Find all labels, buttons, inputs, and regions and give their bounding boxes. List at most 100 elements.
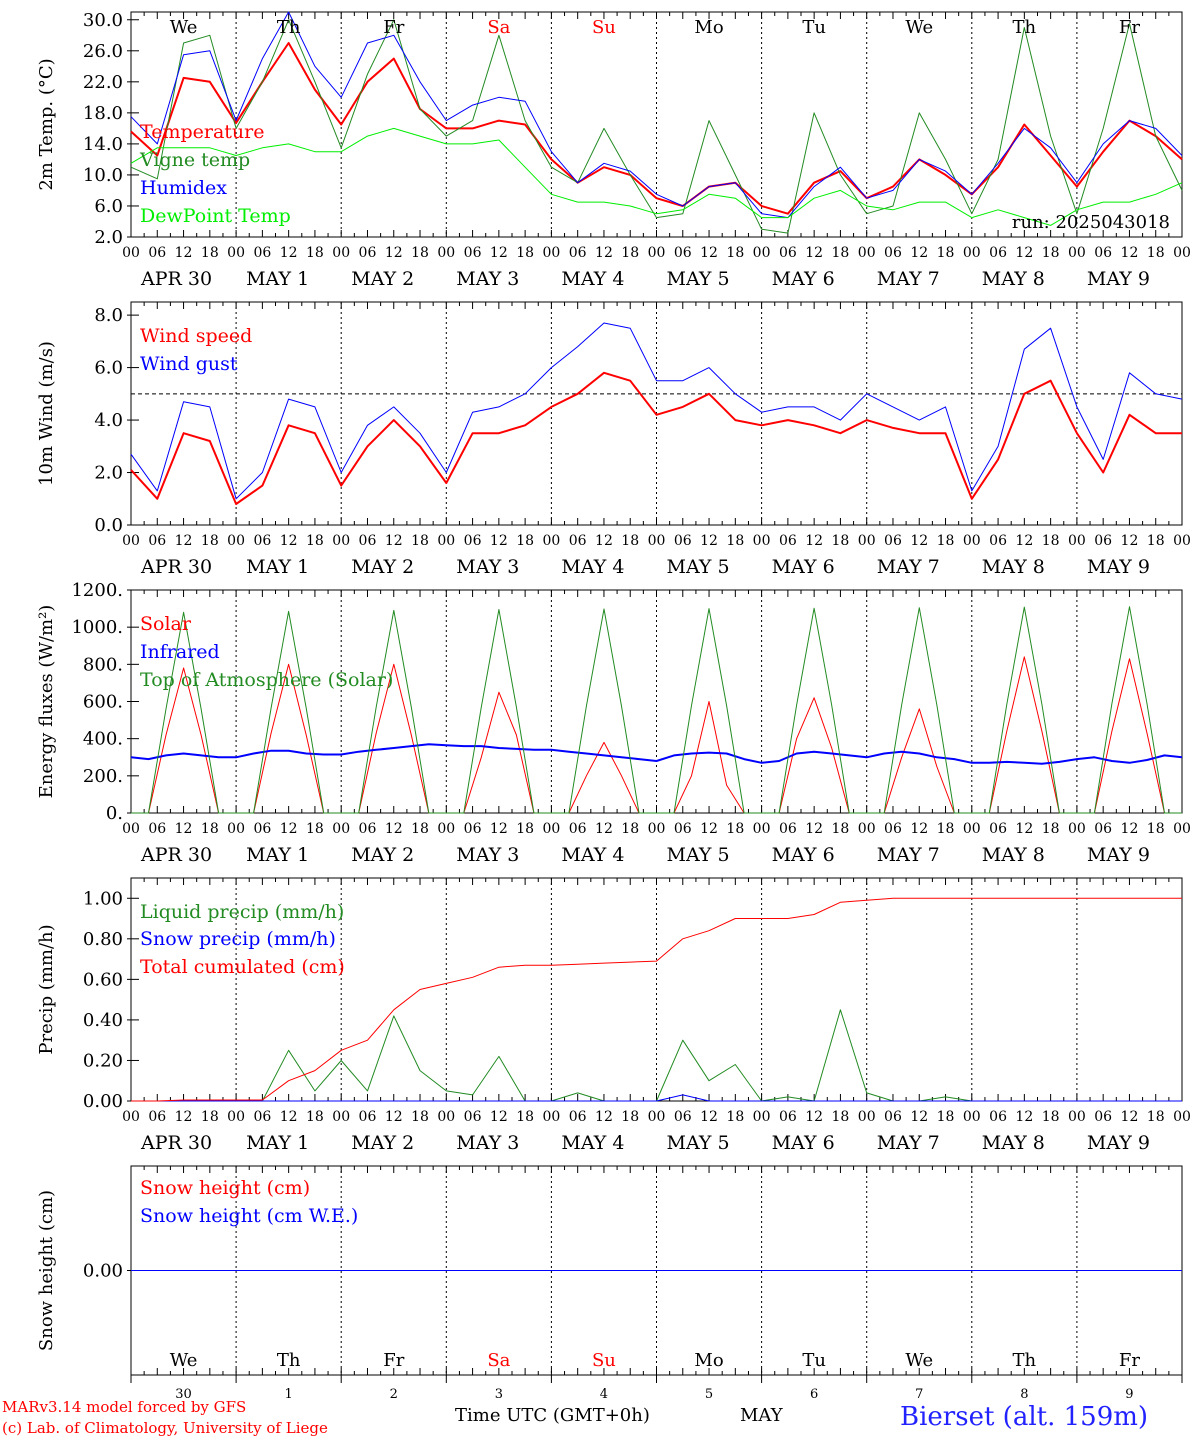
hour-tick-label: 18 [1147,245,1165,261]
date-label: MAY 9 [1087,556,1150,578]
hour-tick-label: 00 [332,533,350,549]
hour-tick-label: 00 [1068,1109,1086,1125]
lab-credit: (c) Lab. of Climatology, University of L… [2,1419,328,1437]
day-number-label: 8 [1020,1387,1028,1402]
day-name-label: Mo [694,1350,723,1371]
y-tick-label: 0. [106,803,123,824]
y-tick-label: 30.0 [83,10,123,31]
hour-tick-label: 06 [1094,821,1112,837]
date-label: MAY 7 [877,556,940,578]
legend-entry: Top of Atmosphere (Solar) [140,669,393,691]
hour-tick-label: 00 [122,245,140,261]
y-tick-label: 22.0 [83,72,123,93]
hour-tick-label: 12 [1121,533,1139,549]
hour-tick-label: 12 [385,245,403,261]
hour-tick-label: 12 [700,245,718,261]
hour-tick-label: 00 [227,245,245,261]
hour-tick-label: 18 [201,1109,219,1125]
hour-tick-label: 18 [516,245,534,261]
hour-tick-label: 00 [542,533,560,549]
month-label: MAY [740,1405,783,1426]
hour-tick-label: 00 [963,1109,981,1125]
hour-tick-label: 18 [1147,1109,1165,1125]
hour-tick-label: 18 [937,821,955,837]
date-label: MAY 8 [982,844,1045,866]
day-name-label: Su [592,1350,616,1371]
hour-tick-label: 06 [253,245,271,261]
hour-tick-label: 00 [437,821,455,837]
hour-tick-label: 00 [227,821,245,837]
day-name-label: Fr [383,1350,404,1371]
hour-tick-label: 06 [148,821,166,837]
y-tick-label: 2.0 [94,463,123,484]
date-label: MAY 1 [246,844,309,866]
hour-tick-label: 18 [937,1109,955,1125]
hour-tick-label: 00 [1173,1109,1191,1125]
hour-tick-label: 18 [726,533,744,549]
hour-tick-label: 00 [963,821,981,837]
hour-tick-label: 12 [175,1109,193,1125]
series-line [131,606,1182,814]
date-label: MAY 4 [561,556,624,578]
hour-tick-label: 06 [359,533,377,549]
hour-tick-label: 00 [437,533,455,549]
hour-tick-label: 00 [753,533,771,549]
hour-tick-label: 18 [726,1109,744,1125]
hour-tick-label: 06 [253,821,271,837]
hour-tick-label: 00 [753,821,771,837]
hour-tick-label: 12 [175,533,193,549]
y-tick-label: 1000. [71,617,123,638]
legend-entry: Liquid precip (mm/h) [140,901,344,923]
date-label: MAY 1 [246,1132,309,1154]
y-tick-label: 600. [83,692,123,713]
hour-tick-label: 06 [884,533,902,549]
hour-tick-label: 00 [542,1109,560,1125]
date-label: MAY 9 [1087,844,1150,866]
legend-entry: Wind gust [140,353,238,375]
hour-tick-label: 06 [989,245,1007,261]
date-label: MAY 6 [772,844,835,866]
date-label: MAY 3 [456,556,519,578]
hour-tick-label: 00 [1068,245,1086,261]
hour-tick-label: 00 [542,821,560,837]
hour-tick-label: 06 [569,1109,587,1125]
hour-tick-label: 00 [437,245,455,261]
hour-tick-label: 06 [779,1109,797,1125]
day-name-label: Tu [802,17,826,38]
hour-tick-label: 00 [858,1109,876,1125]
hour-tick-label: 18 [726,821,744,837]
day-name-label: We [905,1350,933,1371]
date-label: MAY 6 [772,1132,835,1154]
y-tick-label: 400. [83,729,123,750]
date-label: APR 30 [140,1132,212,1154]
y-axis-label: 10m Wind (m/s) [36,341,57,486]
day-name-label: Mo [694,17,723,38]
date-label: MAY 4 [561,1132,624,1154]
hour-tick-label: 06 [148,533,166,549]
station-name: Bierset (alt. 159m) [900,1402,1149,1432]
hour-tick-label: 12 [175,821,193,837]
legend-entry: Temperature [140,121,264,143]
y-tick-label: 26.0 [83,41,123,62]
hour-tick-label: 00 [753,245,771,261]
day-name-label: Fr [383,17,404,38]
series-line [131,1094,1182,1102]
day-number-label: 1 [285,1387,293,1402]
legend-entry: Solar [140,613,192,635]
hour-tick-label: 12 [490,533,508,549]
y-axis-label: 2m Temp. (°C) [36,58,57,190]
hour-tick-label: 12 [595,821,613,837]
day-number-label: 3 [495,1387,503,1402]
legend-entry: Total cumulated (cm) [140,956,345,978]
day-number-label: 6 [810,1387,818,1402]
hour-tick-label: 00 [648,1109,666,1125]
hour-tick-label: 06 [569,533,587,549]
hour-tick-label: 12 [805,533,823,549]
hour-tick-label: 18 [1042,533,1060,549]
hour-tick-label: 12 [385,821,403,837]
hour-tick-label: 12 [175,245,193,261]
day-number-label: 4 [600,1387,608,1402]
legend-entry: Humidex [140,177,227,199]
hour-tick-label: 06 [884,821,902,837]
hour-tick-label: 18 [1042,821,1060,837]
